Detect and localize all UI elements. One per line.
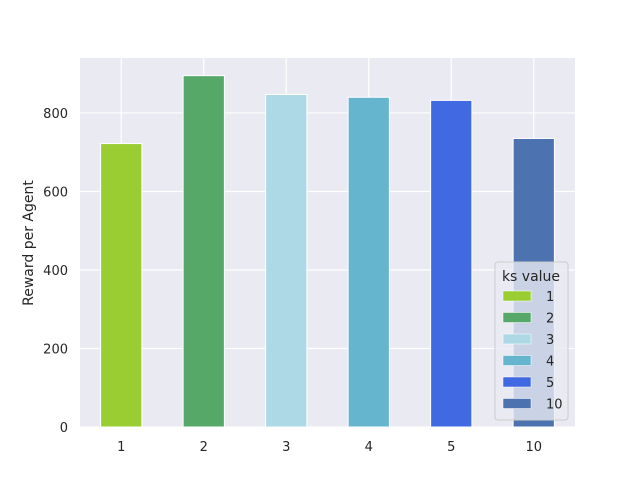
x-tick-label: 3 — [282, 440, 290, 455]
legend-label: 10 — [546, 398, 563, 413]
legend-swatch — [502, 333, 532, 345]
bar-5 — [430, 99, 473, 428]
y-tick-label: 800 — [43, 107, 68, 122]
x-tick-label: 2 — [200, 440, 208, 455]
bar-4 — [347, 96, 390, 428]
legend-label: 1 — [546, 290, 554, 305]
y-tick-labels: 0 200 400 600 800 — [43, 107, 68, 436]
x-tick-label: 5 — [447, 440, 455, 455]
legend-swatch — [502, 376, 532, 388]
legend-label: 3 — [546, 333, 554, 348]
bar-3 — [265, 94, 308, 428]
x-tick-label: 4 — [365, 440, 373, 455]
legend: ks value 1 2 3 4 5 10 — [494, 261, 569, 421]
y-tick-label: 0 — [60, 421, 68, 436]
legend-swatch — [502, 355, 532, 366]
x-tick-labels: 1 2 3 4 5 10 — [117, 440, 542, 455]
legend-items: 1 2 3 4 5 10 — [502, 290, 563, 413]
legend-swatch — [502, 398, 532, 409]
y-tick-label: 200 — [43, 342, 68, 357]
bar-2 — [182, 75, 225, 428]
y-tick-label: 400 — [43, 264, 68, 279]
legend-title: ks value — [502, 269, 560, 285]
legend-label: 2 — [546, 312, 554, 327]
legend-label: 5 — [546, 376, 554, 391]
x-tick-label: 1 — [117, 440, 125, 455]
legend-label: 4 — [546, 355, 554, 370]
legend-swatch — [502, 312, 532, 323]
y-tick-label: 600 — [43, 185, 68, 200]
y-axis-label: Reward per Agent — [21, 180, 37, 306]
plot-background — [80, 58, 575, 427]
bar-1 — [100, 143, 143, 428]
legend-swatch — [502, 290, 532, 302]
x-tick-label: 10 — [525, 440, 542, 455]
